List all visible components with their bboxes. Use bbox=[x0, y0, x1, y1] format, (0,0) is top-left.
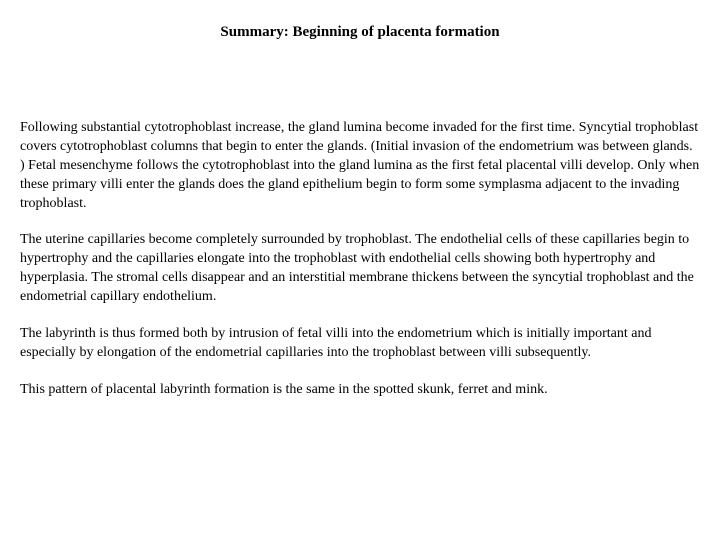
paragraph: The uterine capillaries become completel… bbox=[20, 231, 700, 307]
paragraph: This pattern of placental labyrinth form… bbox=[20, 381, 700, 400]
paragraph: The labyrinth is thus formed both by int… bbox=[20, 325, 700, 363]
paragraph: Following substantial cytotrophoblast in… bbox=[20, 119, 700, 213]
document-title: Summary: Beginning of placenta formation bbox=[20, 24, 700, 41]
